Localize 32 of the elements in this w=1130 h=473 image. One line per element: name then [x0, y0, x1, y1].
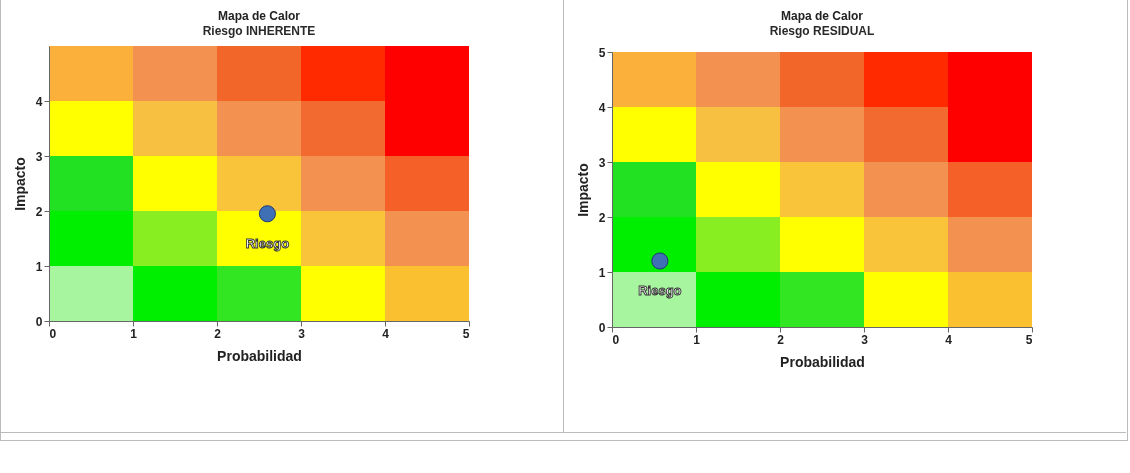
x-tick-label: 3: [298, 326, 306, 341]
chart-subtitle: Riesgo INHERENTE: [202, 24, 316, 38]
x-axis-title: Probabilidad: [780, 353, 865, 370]
y-tick-label: 2: [35, 204, 43, 219]
y-tick-label: 4: [35, 94, 43, 109]
chart-title: Mapa de Calor: [780, 9, 864, 23]
x-tick-label: 2: [214, 326, 222, 341]
x-tick-label: 1: [130, 326, 138, 341]
y-tick-label: 3: [35, 149, 43, 164]
x-tick-label: 4: [382, 326, 390, 341]
y-axis-title: Impacto: [574, 163, 591, 217]
x-tick-label: 1: [693, 332, 701, 347]
x-tick-label: 5: [1025, 332, 1033, 347]
chart-subtitle: Riesgo RESIDUAL: [769, 24, 875, 38]
annotation: Riesgo: [638, 283, 682, 298]
y-tick-label: 0: [35, 314, 43, 329]
x-tick-label: 0: [49, 326, 57, 341]
y-tick-label: 2: [598, 210, 606, 225]
y-tick-label: 1: [35, 259, 43, 274]
x-tick-label: 5: [462, 326, 470, 341]
x-tick-label: 0: [612, 332, 620, 347]
y-axis-title: Impacto: [11, 157, 28, 211]
x-tick-label: 2: [777, 332, 785, 347]
x-axis-title: Probabilidad: [217, 347, 302, 364]
y-tick-label: 5: [598, 45, 606, 60]
x-tick-label: 4: [945, 332, 953, 347]
annotation: Riesgo: [245, 235, 290, 251]
y-tick-label: 3: [598, 155, 606, 170]
x-tick-label: 3: [861, 332, 869, 347]
y-tick-label: 1: [598, 265, 606, 280]
chart-title: Mapa de Calor: [217, 9, 301, 23]
y-tick-label: 4: [598, 100, 606, 115]
